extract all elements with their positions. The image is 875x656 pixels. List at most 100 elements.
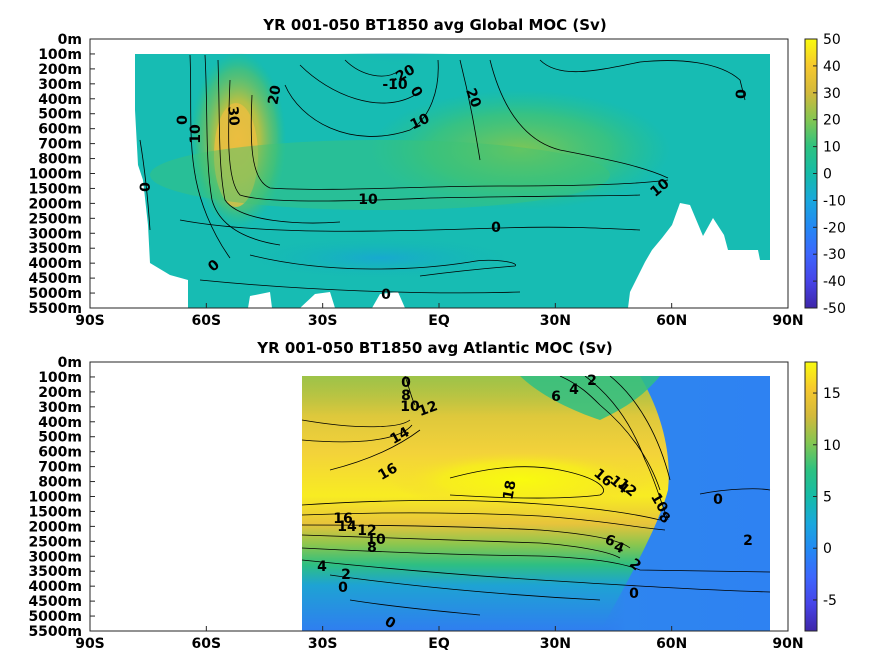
contour-label: 0: [734, 89, 750, 99]
global-colorbar-ticks: 50 40 30 20 10 0 -10 -20 -30 -40 -50: [813, 32, 846, 317]
colorbar-tick-label: 0: [823, 167, 832, 183]
x-tick-label: 30N: [540, 636, 571, 652]
colorbar-tick-label: 20: [823, 113, 841, 129]
y-tick-label: 3000m: [28, 549, 82, 565]
global-northern-cell: [370, 90, 670, 210]
global-southern-cell-core: [214, 103, 258, 207]
global-mid-band: [150, 140, 610, 210]
contour-label: 4: [317, 559, 327, 575]
y-tick-label: 1000m: [28, 167, 82, 183]
y-tick-label: 100m: [38, 370, 82, 386]
contour-label: 14: [337, 519, 357, 535]
global-field: [135, 53, 770, 308]
contour-label: 20: [265, 84, 284, 106]
colorbar-tick-label: 15: [823, 386, 841, 402]
global-negative-cell: [310, 53, 480, 114]
y-tick-label: 100m: [38, 47, 82, 63]
x-tick-label: 90S: [75, 313, 105, 329]
atlantic-x-axis: 90S 60S 30S EQ 30N 60N 90N: [75, 626, 804, 652]
x-tick-label: 60S: [192, 313, 222, 329]
y-tick-label: 200m: [38, 385, 82, 401]
atlantic-field: [301, 376, 771, 631]
contour-label: 12: [357, 523, 376, 539]
y-tick-label: 800m: [38, 475, 82, 491]
y-tick-label: 0m: [58, 355, 82, 371]
x-tick-label: EQ: [428, 313, 450, 329]
contour-label: 0: [629, 586, 639, 602]
contour-label: 10: [188, 124, 204, 144]
colorbar-tick-label: 0: [823, 541, 832, 557]
y-tick-label: 300m: [38, 400, 82, 416]
atlantic-colorbar-ticks: 15 10 5 0 -5: [813, 386, 841, 609]
y-tick-label: 400m: [38, 415, 82, 431]
contour-label: 0: [338, 580, 348, 596]
x-tick-label: EQ: [428, 636, 450, 652]
contour-label: 2: [587, 373, 597, 389]
y-tick-label: 2500m: [28, 211, 82, 227]
y-tick-label: 4500m: [28, 594, 82, 610]
contour-label: 30: [224, 106, 242, 127]
y-tick-label: 800m: [38, 152, 82, 168]
contour-label: 8: [401, 388, 411, 404]
y-tick-label: 3000m: [28, 226, 82, 242]
global-contour-lines: [139, 54, 746, 294]
contour-label: 8: [367, 540, 377, 556]
colorbar-tick-label: -50: [823, 301, 846, 317]
colorbar-tick-label: 5: [823, 490, 832, 506]
y-tick-label: 600m: [38, 122, 82, 138]
x-tick-label: 90S: [75, 636, 105, 652]
contour-label: 0: [401, 375, 411, 391]
y-tick-label: 4000m: [28, 256, 82, 272]
global-plot-area: [89, 38, 789, 309]
global-deep-cell: [240, 236, 520, 280]
contour-label: 18: [500, 479, 519, 501]
contour-label: 12: [416, 398, 440, 420]
colorbar-tick-label: 10: [823, 438, 841, 454]
atlantic-upper-north: [520, 376, 660, 420]
contour-label: 10: [408, 111, 433, 134]
contour-label: 10: [400, 399, 420, 415]
contour-label: 0: [175, 115, 191, 125]
global-x-axis: 90S 60S 30S EQ 30N 60N 90N: [75, 303, 804, 329]
colorbar-tick-label: 10: [823, 140, 841, 156]
y-tick-label: 3500m: [28, 241, 82, 257]
colorbar-tick-label: -10: [823, 193, 846, 209]
contour-label: 4: [569, 382, 579, 398]
contour-label: 2: [341, 567, 351, 583]
contour-label: 0: [713, 492, 723, 508]
x-tick-label: 90N: [772, 636, 803, 652]
contour-label: 0: [381, 287, 391, 303]
y-tick-label: 400m: [38, 92, 82, 108]
y-tick-label: 2500m: [28, 534, 82, 550]
y-tick-label: 600m: [38, 445, 82, 461]
y-tick-label: 5000m: [28, 286, 82, 302]
contour-label: 6: [551, 389, 561, 405]
y-tick-label: 2000m: [28, 519, 82, 535]
contour-label: 16: [333, 511, 352, 527]
x-tick-label: 30S: [308, 636, 338, 652]
y-tick-label: 5500m: [28, 301, 82, 317]
colorbar-tick-label: -40: [823, 274, 846, 290]
y-tick-label: 4500m: [28, 271, 82, 287]
global-chart-title: YR 001-050 BT1850 avg Global MOC (Sv): [262, 16, 606, 34]
global-y-axis: 0m100m200m300m400m500m600m700m800m1000m1…: [28, 32, 95, 317]
colorbar-tick-label: 50: [823, 32, 841, 48]
atlantic-chart-title: YR 001-050 BT1850 avg Atlantic MOC (Sv): [256, 339, 613, 357]
y-tick-label: 700m: [38, 460, 82, 476]
y-tick-label: 1500m: [28, 181, 82, 197]
y-tick-label: 1500m: [28, 504, 82, 520]
contour-label: 20: [462, 86, 484, 110]
contour-label: 10: [358, 192, 378, 208]
atlantic-y-axis: 0m100m200m300m400m500m600m700m800m1000m1…: [28, 355, 95, 640]
y-tick-label: 500m: [38, 430, 82, 446]
colorbar-tick-label: -30: [823, 247, 846, 263]
atlantic-plot-area: [89, 361, 789, 632]
x-tick-label: 30S: [308, 313, 338, 329]
colorbar-tick-label: -5: [823, 593, 837, 609]
y-tick-label: 5000m: [28, 609, 82, 625]
x-tick-label: 90N: [772, 313, 803, 329]
y-tick-label: 700m: [38, 137, 82, 153]
x-tick-label: 60N: [656, 636, 687, 652]
